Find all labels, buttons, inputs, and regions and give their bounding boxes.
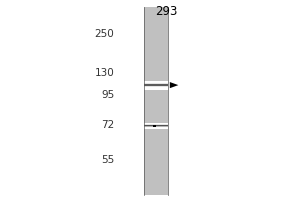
Bar [144,85,168,86]
Bar [144,86,168,87]
Text: 130: 130 [94,68,114,78]
Bar [144,81,168,82]
Bar [144,83,168,84]
Bar [144,87,168,88]
Text: 55: 55 [101,155,114,165]
Bar [144,88,168,89]
Text: 293: 293 [155,5,178,18]
Polygon shape [170,82,178,88]
Bar [153,125,156,127]
Text: 250: 250 [94,29,114,39]
Text: 95: 95 [101,90,114,100]
Bar [144,82,168,83]
Bar [144,84,168,85]
Bar [144,89,168,90]
Bar [144,7,168,195]
Text: 72: 72 [101,120,114,130]
